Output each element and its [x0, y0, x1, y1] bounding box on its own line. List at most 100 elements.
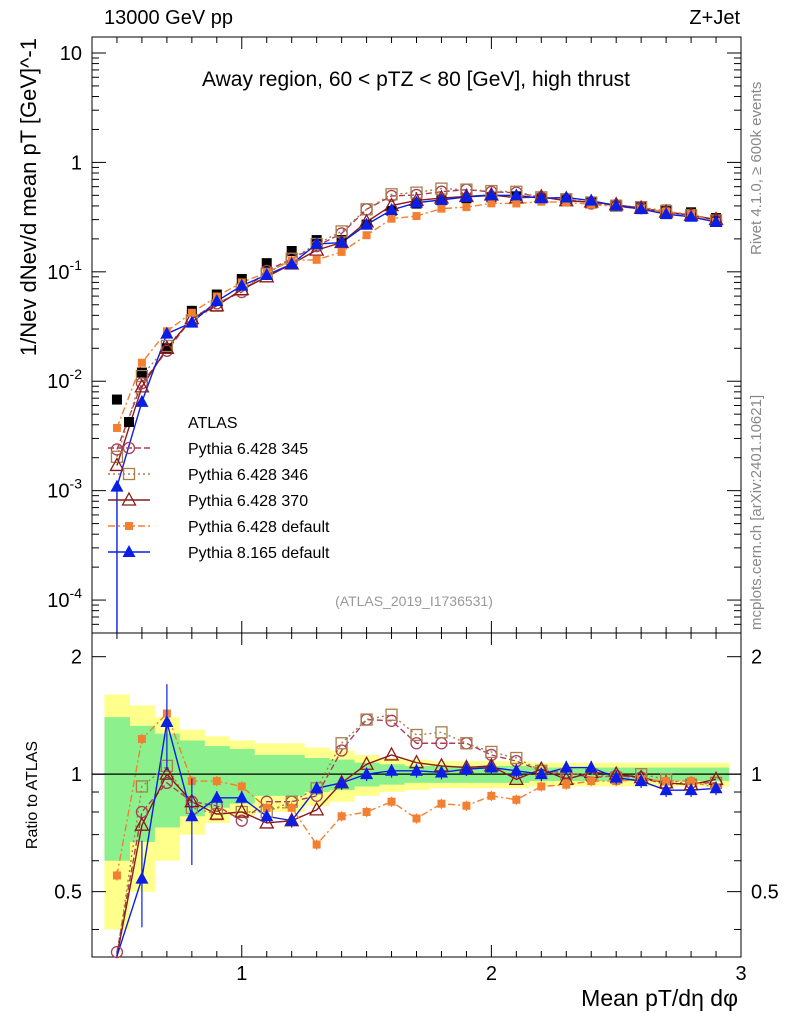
- legend-label: Pythia 6.428 370: [188, 493, 308, 510]
- series-point-main: [410, 195, 423, 208]
- series-point-ratio: [412, 814, 421, 823]
- series-point-ratio: [337, 812, 346, 821]
- series-point-ratio: [508, 770, 524, 785]
- series-point-ratio: [410, 737, 423, 750]
- series-point-ratio: [410, 763, 423, 776]
- data-point-atlas: [136, 367, 147, 378]
- series-point-main: [110, 450, 124, 463]
- x-tick-label: 1: [236, 963, 247, 985]
- uncertainty-band-inner: [104, 717, 130, 861]
- y-tick-label: 10-3: [47, 476, 82, 503]
- series-point-ratio: [509, 763, 523, 776]
- series-point-main: [709, 215, 723, 228]
- series-point-ratio: [110, 945, 124, 959]
- series-point-main: [509, 188, 523, 201]
- uncertainty-band-inner: [254, 754, 280, 796]
- series-point-ratio: [135, 780, 149, 793]
- legend-marker: [125, 522, 133, 530]
- series-point-ratio: [487, 791, 496, 800]
- y-tick-label: 10-2: [47, 366, 82, 393]
- series-point-ratio: [285, 813, 299, 826]
- legend-label: Pythia 6.428 345: [188, 441, 308, 458]
- series-point-main: [112, 423, 121, 432]
- series-point-ratio: [510, 751, 523, 765]
- legend-marker: [122, 545, 136, 557]
- data-point-atlas: [261, 258, 272, 269]
- series-point-ratio: [335, 775, 349, 788]
- series-point-main: [187, 308, 196, 317]
- series-point-main: [285, 257, 299, 270]
- series-point-ratio: [659, 783, 673, 796]
- series-point-ratio: [684, 783, 698, 796]
- series-point-ratio: [387, 797, 396, 806]
- legend-label: Pythia 8.165 default: [188, 545, 330, 562]
- series-point-main: [159, 339, 175, 354]
- analysis-tag: (ATLAS_2019_I1736531): [335, 593, 493, 609]
- series-point-main: [110, 443, 124, 456]
- series-point-ratio: [385, 763, 399, 776]
- series-point-ratio: [534, 767, 548, 780]
- series-point-main: [684, 209, 698, 222]
- ratio-tick-label-right: 1: [751, 764, 762, 786]
- series-point-ratio: [512, 795, 521, 804]
- series-point-main: [362, 231, 371, 240]
- series-point-ratio: [235, 814, 248, 827]
- ratio-y-axis-label: Ratio to ATLAS: [24, 741, 41, 849]
- data-point-atlas: [111, 394, 122, 405]
- series-point-ratio: [362, 807, 371, 816]
- legend-label: ATLAS: [188, 415, 238, 432]
- series-line-main: [116, 188, 717, 450]
- series-point-ratio: [383, 746, 400, 761]
- series-point-ratio: [537, 782, 546, 791]
- series-point-main: [337, 247, 346, 256]
- series-point-ratio: [260, 809, 274, 822]
- series-point-main: [659, 207, 673, 220]
- series-point-main: [310, 237, 324, 250]
- series-point-ratio: [259, 814, 275, 829]
- series-point-ratio: [160, 715, 174, 728]
- series-point-main: [260, 267, 274, 280]
- series-point-main: [634, 202, 648, 215]
- series-point-ratio: [360, 767, 374, 780]
- series-point-main: [584, 193, 598, 206]
- series-point-main: [134, 378, 150, 393]
- series-point-ratio: [135, 871, 149, 884]
- series-point-ratio: [484, 760, 498, 773]
- legend-marker: [122, 467, 136, 481]
- chart-title: Away region, 60 < pTZ < 80 [GeV], high t…: [202, 68, 630, 91]
- series-point-main: [137, 358, 146, 367]
- series-point-ratio: [234, 803, 250, 818]
- series-point-ratio: [709, 781, 723, 794]
- data-point-atlas: [286, 245, 297, 256]
- series-point-main: [412, 212, 421, 221]
- x-axis-label: Mean pT/dη dφ: [581, 985, 738, 1011]
- series-point-ratio: [460, 737, 473, 750]
- ratio-tick-label-left: 1: [71, 764, 82, 786]
- series-point-ratio: [459, 762, 473, 775]
- series-point-main: [609, 198, 623, 211]
- series-point-ratio: [687, 777, 696, 786]
- y-axis-label: 1/Nev dNev/d mean pT [GeV]^-1: [16, 38, 41, 356]
- series-point-main: [109, 457, 125, 472]
- series-point-main: [360, 217, 374, 230]
- series-point-ratio: [559, 760, 573, 773]
- series-point-main: [312, 255, 321, 264]
- series-point-main: [385, 203, 399, 216]
- series-point-main: [459, 189, 473, 202]
- series-point-ratio: [335, 744, 348, 757]
- y-tick-label: 10: [60, 43, 82, 65]
- series-point-main: [487, 199, 496, 208]
- legend-marker: [124, 417, 134, 427]
- series-point-main: [185, 315, 199, 328]
- series-point-main: [135, 369, 149, 383]
- process-label: Z+Jet: [689, 7, 740, 29]
- series-point-main: [135, 377, 149, 390]
- series-point-ratio: [462, 801, 471, 810]
- series-point-ratio: [310, 781, 324, 794]
- data-point-atlas: [161, 343, 172, 354]
- series-point-ratio: [262, 803, 271, 812]
- series-point-main: [387, 214, 396, 223]
- series-point-ratio: [159, 765, 175, 780]
- series-point-ratio: [662, 777, 671, 786]
- series-point-ratio: [134, 816, 150, 831]
